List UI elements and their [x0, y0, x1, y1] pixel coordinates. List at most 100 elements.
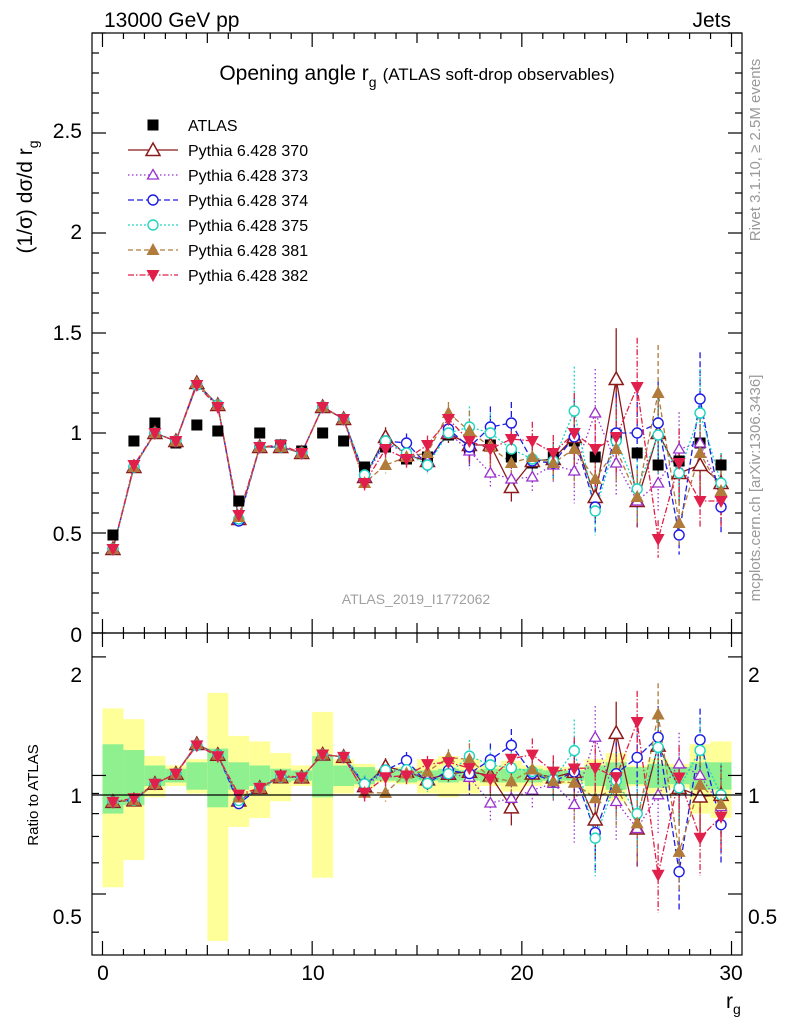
point-atlas-25 — [631, 447, 643, 459]
ratio-point-pythia-6-428-382-16 — [441, 757, 455, 770]
point-pythia-6-428-375-23 — [589, 505, 601, 517]
point-pythia-6-428-382-5 — [211, 402, 225, 414]
ratio-point-pythia-6-428-382-26 — [651, 869, 665, 882]
point-pythia-6-428-374-14 — [400, 437, 413, 449]
ratio-point-pythia-6-428-382-29 — [714, 811, 728, 824]
ratio-point-pythia-6-428-375-23 — [589, 832, 601, 844]
point-pythia-6-428-375-16 — [442, 427, 455, 439]
ratio-point-pythia-6-428-382-21 — [546, 766, 560, 779]
point-pythia-6-428-382-4 — [190, 380, 204, 392]
band-inner-1 — [123, 750, 145, 806]
point-pythia-6-428-382-26 — [651, 534, 665, 546]
point-pythia-6-428-381-29 — [714, 484, 728, 496]
point-atlas-7 — [254, 427, 266, 439]
ratio-plot-frame — [91, 632, 743, 956]
ratio-point-pythia-6-428-382-2 — [148, 778, 162, 791]
point-pythia-6-428-382-20 — [525, 436, 539, 448]
ratio-point-pythia-6-428-375-26 — [652, 741, 664, 754]
ratio-point-pythia-6-428-382-10 — [316, 749, 330, 762]
header-right: Jets — [692, 9, 731, 32]
point-pythia-6-428-382-0 — [106, 544, 120, 556]
ratio-point-pythia-6-428-381-22 — [567, 775, 581, 788]
point-pythia-6-428-382-21 — [546, 448, 560, 460]
ratio-point-pythia-6-428-381-27 — [672, 844, 686, 857]
point-pythia-6-428-382-22 — [567, 428, 581, 440]
ratio-point-pythia-6-428-382-27 — [672, 772, 686, 785]
legend-label-pythia-6-428-381: Pythia 6.428 381 — [188, 243, 308, 260]
point-pythia-6-428-375-22 — [568, 405, 580, 417]
point-atlas-1 — [128, 435, 140, 447]
ratio-point-pythia-6-428-375-22 — [568, 744, 580, 757]
header-left: 13000 GeV pp — [104, 9, 239, 32]
legend-label-pythia-6-428-374: Pythia 6.428 374 — [188, 193, 308, 210]
ratio-point-pythia-6-428-382-6 — [232, 789, 246, 802]
ratio-point-pythia-6-428-382-20 — [525, 749, 539, 762]
legend-label-pythia-6-428-373: Pythia 6.428 373 — [188, 168, 308, 185]
point-pythia-6-428-382-25 — [630, 382, 644, 394]
ratio-ytick-left-1: 1 — [70, 785, 82, 808]
svg-text:(1/σ) dσ/d rg: (1/σ) dσ/d rg — [14, 140, 41, 253]
point-pythia-6-428-382-7 — [253, 442, 267, 454]
ratio-point-pythia-6-428-382-15 — [420, 759, 434, 772]
legend-marker-pythia-6-428-382 — [146, 270, 160, 282]
ratio-point-pythia-6-428-381-26 — [651, 707, 665, 720]
ratio-point-pythia-6-428-382-9 — [295, 772, 309, 785]
ratio-ytick-right-1: 1 — [748, 785, 760, 808]
point-atlas-10 — [317, 427, 329, 439]
legend-label-pythia-6-428-375: Pythia 6.428 375 — [188, 218, 308, 235]
point-pythia-6-428-381-24 — [609, 442, 623, 454]
ratio-point-pythia-6-428-381-20 — [525, 762, 539, 775]
point-atlas-11 — [338, 435, 350, 447]
point-pythia-6-428-381-25 — [630, 490, 644, 502]
legend-label-pythia-6-428-382: Pythia 6.428 382 — [188, 268, 308, 285]
ratio-point-pythia-6-428-381-13 — [379, 785, 393, 798]
ratio-point-pythia-6-428-375-18 — [484, 759, 497, 771]
ratio-point-pythia-6-428-373-27 — [672, 757, 686, 769]
x-tick-labels: 0 10 20 30 — [97, 962, 743, 985]
point-pythia-6-428-374-26 — [652, 417, 664, 429]
band-outer-5 — [207, 692, 229, 941]
ratio-point-pythia-6-428-382-1 — [127, 793, 141, 806]
ratio-ytick-right-2: 2 — [748, 664, 760, 687]
ratio-point-pythia-6-428-381-17 — [462, 752, 476, 765]
ratio-point-pythia-6-428-382-23 — [588, 762, 602, 775]
ratio-point-pythia-6-428-370-19 — [503, 798, 520, 814]
main-markers — [104, 370, 730, 556]
legend-marker-pythia-6-428-375 — [147, 219, 159, 231]
point-pythia-6-428-373-24 — [609, 456, 623, 468]
ratio-point-pythia-6-428-381-28 — [693, 777, 707, 790]
ratio-point-pythia-6-428-382-7 — [253, 782, 267, 795]
point-pythia-6-428-381-26 — [651, 386, 665, 398]
point-atlas-29 — [715, 459, 727, 471]
point-pythia-6-428-381-20 — [525, 450, 539, 462]
ratio-point-pythia-6-428-382-17 — [462, 763, 476, 776]
point-atlas-6 — [233, 495, 245, 507]
ratio-y-label: Ratio to ATLAS — [25, 744, 42, 845]
ratio-point-pythia-6-428-370-23 — [586, 811, 604, 826]
line-pythia-6-428-370 — [112, 378, 722, 550]
point-pythia-6-428-382-3 — [169, 436, 183, 448]
ratio-point-pythia-6-428-375-15 — [421, 777, 434, 790]
point-pythia-6-428-381-23 — [588, 472, 602, 484]
ratio-point-pythia-6-428-382-24 — [609, 772, 623, 785]
ratio-point-pythia-6-428-374-19 — [505, 739, 518, 751]
point-pythia-6-428-373-20 — [525, 470, 539, 482]
main-ytick-5: 2.5 — [53, 120, 82, 143]
axis-ticks — [92, 32, 742, 955]
legend-label-pythia-6-428-370: Pythia 6.428 370 — [188, 143, 308, 160]
line-pythia-6-428-373 — [112, 381, 722, 550]
ratio-point-pythia-6-428-382-19 — [504, 753, 518, 766]
legend-label-atlas: ATLAS — [188, 118, 238, 135]
ratio-point-pythia-6-428-382-5 — [211, 751, 225, 764]
legend-marker-pythia-6-428-370 — [144, 141, 162, 157]
line-pythia-6-428-381 — [112, 381, 722, 550]
point-pythia-6-428-374-28 — [694, 393, 706, 405]
point-pythia-6-428-375-15 — [421, 459, 434, 471]
point-pythia-6-428-370-19 — [503, 478, 520, 494]
point-pythia-6-428-381-27 — [672, 516, 686, 528]
point-pythia-6-428-374-25 — [631, 427, 643, 439]
plot-title: Opening angle rg (ATLAS soft-drop observa… — [219, 62, 614, 90]
xtick-20: 20 — [510, 962, 533, 985]
band-inner-6 — [228, 762, 250, 790]
ratio-point-pythia-6-428-374-26 — [652, 731, 664, 743]
